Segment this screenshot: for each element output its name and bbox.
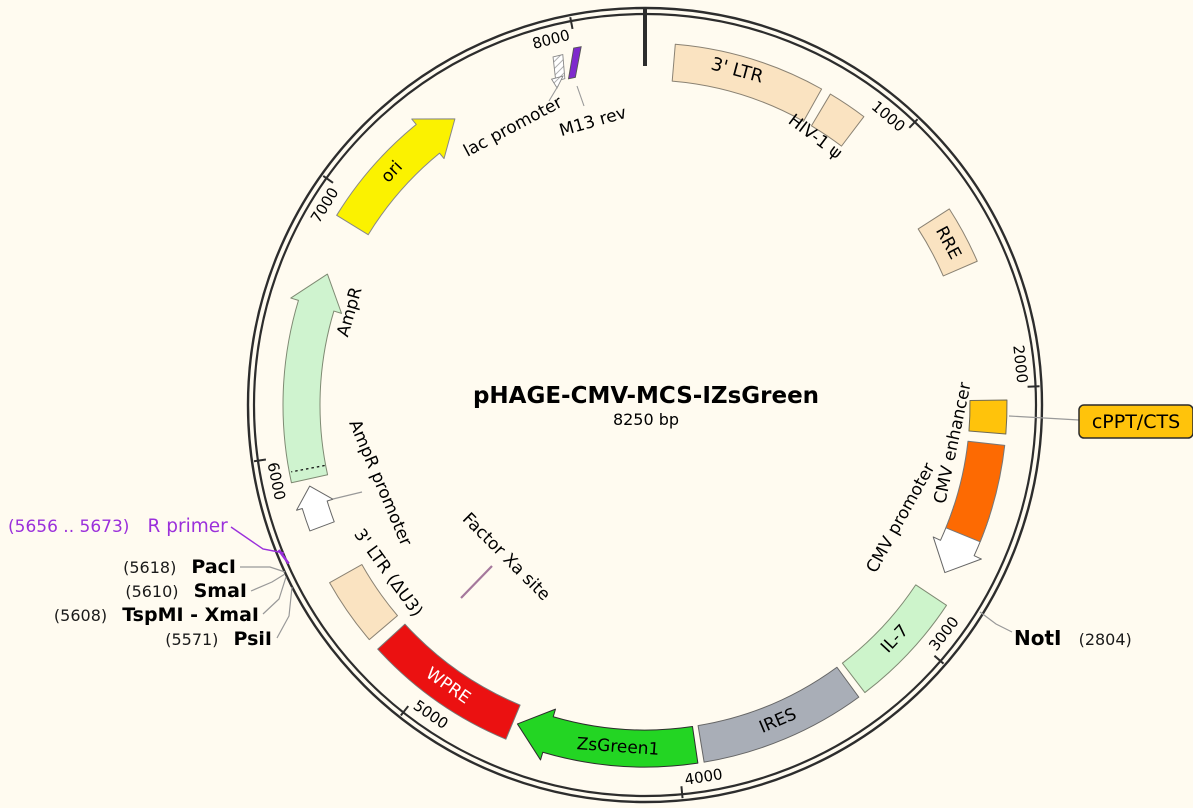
- feature-rre[interactable]: [917, 208, 978, 277]
- lac-promoter-marker[interactable]: [552, 53, 566, 82]
- tick-5000: [400, 705, 410, 717]
- feature-ori[interactable]: [336, 118, 456, 236]
- cppt-cts-label[interactable]: cPPT/CTS: [1092, 411, 1180, 433]
- feature-3-prime-ltr-du3[interactable]: [329, 564, 398, 641]
- feature-cppt-cts[interactable]: [968, 399, 1008, 435]
- noti-name[interactable]: NotI: [1014, 626, 1061, 650]
- paci-name[interactable]: PacI: [191, 556, 236, 578]
- r-primer-label[interactable]: (5656 .. 5673) R primer: [8, 516, 228, 537]
- callout-paci: [240, 566, 286, 573]
- tick-4000: [680, 786, 684, 799]
- callout-tspmi-xmai: [262, 576, 287, 615]
- tick-3000: [933, 655, 945, 665]
- tick-7000: [322, 175, 334, 184]
- tick-8000: [569, 16, 574, 30]
- factor-xa-marker[interactable]: [460, 565, 493, 599]
- psii-coord: (5571): [165, 630, 218, 649]
- noti-site-label[interactable]: NotI (2804): [1014, 626, 1132, 650]
- tspmi-name[interactable]: TspMI - XmaI: [122, 604, 259, 626]
- tick-2000: [1027, 385, 1040, 388]
- tick-1000: [908, 118, 919, 129]
- plasmid-title: pHAGE-CMV-MCS-IZsGreen: [473, 383, 819, 409]
- tick-label-2000: 2000: [1009, 344, 1031, 384]
- site-label-smai[interactable]: (5610) SmaI: [125, 580, 247, 602]
- feature-wpre[interactable]: [377, 623, 521, 740]
- m13-rev-marker[interactable]: [567, 46, 582, 80]
- r-primer-name[interactable]: R primer: [148, 516, 229, 537]
- lac-promoter-tip[interactable]: [550, 75, 564, 89]
- tick-label-4000: 4000: [683, 765, 724, 789]
- callout-lac-promoter: [548, 85, 559, 102]
- callout-noti: [979, 611, 1013, 633]
- tick-6000: [253, 458, 267, 463]
- cppt-cts-label-box[interactable]: [1078, 404, 1193, 439]
- callout-cppt-cts: [1008, 415, 1080, 421]
- smai-name[interactable]: SmaI: [194, 580, 247, 602]
- feature-ampr[interactable]: [282, 273, 343, 484]
- callout-r-primer: [230, 526, 285, 554]
- feature-arcs: [282, 43, 1008, 768]
- callout-psii: [276, 586, 293, 639]
- callout-smai: [250, 573, 286, 592]
- callout-m13-rev: [576, 85, 585, 107]
- feature-ires[interactable]: [697, 666, 860, 763]
- plasmid-size: 8250 bp: [613, 410, 679, 429]
- feature-il-7[interactable]: [841, 584, 948, 694]
- psii-name[interactable]: PsiI: [234, 628, 272, 650]
- feature-cmv-enhancer[interactable]: [945, 440, 1006, 543]
- site-label-psii[interactable]: (5571) PsiI: [165, 628, 272, 650]
- r-primer-coord: (5656 .. 5673): [8, 517, 129, 537]
- noti-coord: (2804): [1079, 630, 1132, 649]
- tspmi-coord: (5608): [54, 606, 107, 625]
- ampr-signal-boundary[interactable]: [291, 464, 325, 473]
- paci-coord: (5618): [123, 558, 176, 577]
- site-label-paci[interactable]: (5618) PacI: [123, 556, 236, 578]
- feature-zsgreen1[interactable]: [516, 708, 699, 768]
- feature-hiv1-psi[interactable]: [810, 93, 865, 147]
- callout-ampr-promoter: [332, 491, 363, 500]
- feature-ampr-promoter[interactable]: [296, 485, 335, 532]
- site-label-tspmi-xmai[interactable]: (5608) TspMI - XmaI: [54, 604, 259, 626]
- smai-coord: (5610): [125, 582, 178, 601]
- feature-3-prime-ltr[interactable]: [671, 43, 823, 122]
- callout-lines: [230, 85, 1080, 639]
